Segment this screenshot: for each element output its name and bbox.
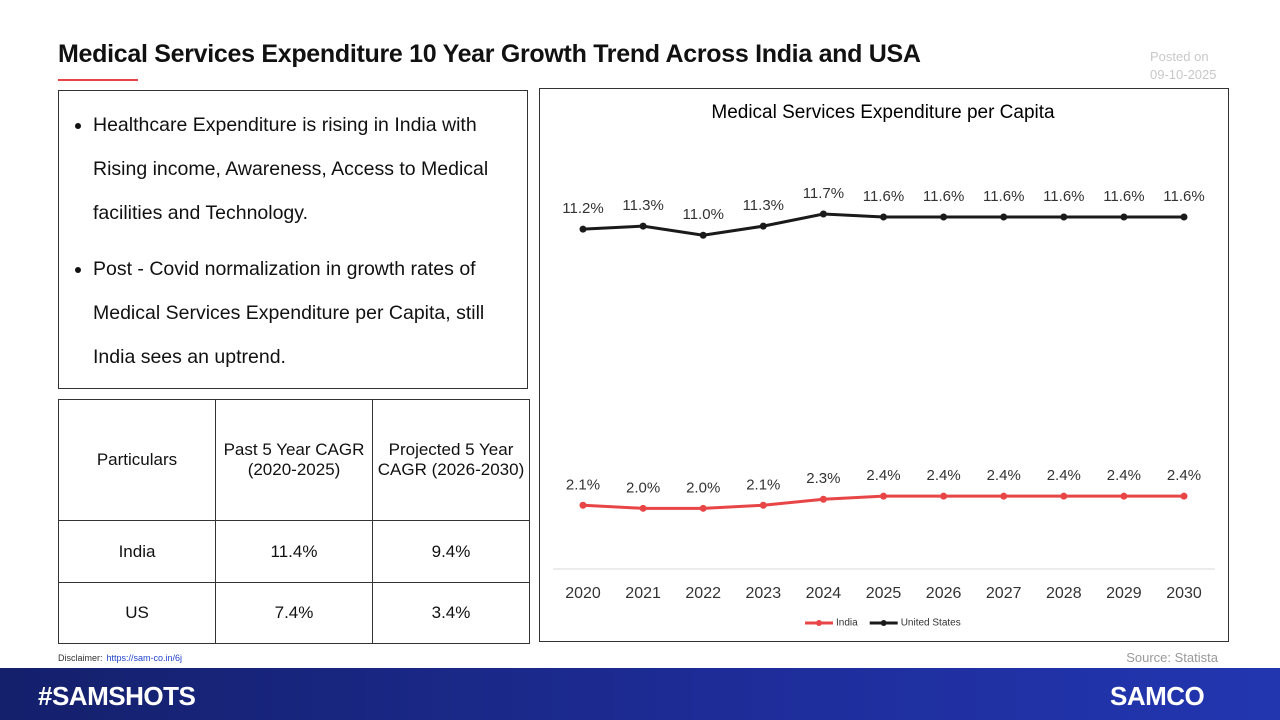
table-cell: US xyxy=(58,582,216,644)
brand: SAMCO xyxy=(1110,681,1205,711)
marker xyxy=(940,492,948,500)
posted-label: Posted on xyxy=(1150,49,1209,64)
data-label: 2.4% xyxy=(1047,467,1081,484)
chart-frame xyxy=(539,88,1229,642)
chart: Medical Services Expenditure per Capita … xyxy=(553,102,1215,629)
data-label: 2.1% xyxy=(566,476,600,493)
marker xyxy=(699,504,707,512)
marker xyxy=(759,501,767,509)
marker xyxy=(639,504,647,512)
table-cell: 3.4% xyxy=(372,582,530,644)
legend-label: United States xyxy=(901,618,961,629)
x-tick-label: 2022 xyxy=(685,585,721,602)
table-cell: India xyxy=(58,520,216,583)
posted: Posted on 09-10-2025 xyxy=(1150,48,1217,84)
table-cell: 11.4% xyxy=(215,520,373,583)
marker xyxy=(880,492,887,500)
source: Source: Statista xyxy=(1126,650,1218,665)
x-tick-label: 2026 xyxy=(926,585,962,602)
data-label: 2.1% xyxy=(746,476,780,493)
page-title: Medical Services Expenditure 10 Year Gro… xyxy=(58,40,921,68)
data-label: 11.3% xyxy=(622,197,663,214)
hashtag: #SAMSHOTS xyxy=(38,681,196,711)
marker xyxy=(579,225,587,233)
table-cell: Projected 5 Year CAGR (2026-2030) xyxy=(372,399,530,521)
table-cell: Particulars xyxy=(58,399,216,521)
chart-title: Medical Services Expenditure per Capita xyxy=(711,102,1055,123)
data-label: 2.3% xyxy=(806,470,840,487)
marker xyxy=(1120,213,1128,221)
data-label: 11.7% xyxy=(803,185,844,202)
x-tick-label: 2028 xyxy=(1046,585,1082,602)
data-label: 2.4% xyxy=(1167,467,1201,484)
data-label: 2.4% xyxy=(866,467,900,484)
disclaimer-label: Disclaimer: xyxy=(58,653,103,663)
marker xyxy=(1180,492,1188,500)
data-label: 11.6% xyxy=(863,188,904,205)
x-tick-label: 2024 xyxy=(806,585,842,602)
x-tick-label: 2023 xyxy=(746,585,782,602)
data-label: 2.4% xyxy=(1107,467,1141,484)
bullet-box: Healthcare Expenditure is rising in Indi… xyxy=(58,90,528,389)
bullet: Healthcare Expenditure is rising in Indi… xyxy=(93,103,517,235)
x-tick-label: 2020 xyxy=(565,585,601,602)
x-tick-label: 2025 xyxy=(866,585,902,602)
marker xyxy=(940,213,948,221)
x-tick-label: 2027 xyxy=(986,585,1022,602)
data-label: 2.4% xyxy=(987,467,1021,484)
table-row: India 11.4% 9.4% xyxy=(58,520,530,583)
data-label: 11.2% xyxy=(562,200,603,217)
data-label: 11.6% xyxy=(1163,188,1204,205)
footer-bar xyxy=(0,668,1280,720)
x-tick-label: 2021 xyxy=(625,585,661,602)
legend-label: India xyxy=(836,618,858,629)
data-label: 11.6% xyxy=(1103,188,1144,205)
bullet: Post - Covid normalization in growth rat… xyxy=(93,247,517,379)
data-label: 11.0% xyxy=(682,206,723,223)
marker xyxy=(819,210,827,218)
marker xyxy=(1180,213,1188,221)
marker xyxy=(1060,213,1068,221)
marker xyxy=(699,231,707,239)
marker xyxy=(579,501,587,509)
marker xyxy=(1000,213,1008,221)
table-row: US 7.4% 3.4% xyxy=(58,582,530,644)
disclaimer-link[interactable]: https://sam-co.in/6j xyxy=(106,653,183,663)
marker xyxy=(639,222,647,230)
title-underline xyxy=(58,79,138,81)
cagr-table: Particulars Past 5 Year CAGR (2020-2025)… xyxy=(58,399,530,644)
data-label: 2.4% xyxy=(926,467,960,484)
data-label: 11.6% xyxy=(1043,188,1084,205)
legend-marker xyxy=(816,620,822,626)
marker xyxy=(759,222,767,230)
data-label: 2.0% xyxy=(626,479,660,496)
x-tick-label: 2030 xyxy=(1166,585,1202,602)
data-label: 11.6% xyxy=(923,188,964,205)
legend-marker xyxy=(880,620,887,626)
marker xyxy=(1060,492,1068,500)
x-tick-label: 2029 xyxy=(1106,585,1142,602)
data-label: 11.3% xyxy=(743,197,784,214)
marker xyxy=(1000,492,1008,500)
disclaimer: Disclaimer: https://sam-co.in/6j xyxy=(58,653,182,663)
data-label: 11.6% xyxy=(983,188,1024,205)
marker xyxy=(819,495,827,503)
table-header: Particulars Past 5 Year CAGR (2020-2025)… xyxy=(58,399,530,521)
bullet-list: Healthcare Expenditure is rising in Indi… xyxy=(59,103,527,379)
data-label: 2.0% xyxy=(686,479,720,496)
posted-date: 09-10-2025 xyxy=(1150,67,1217,82)
marker xyxy=(880,213,887,221)
table-cell: 7.4% xyxy=(215,582,373,644)
marker xyxy=(1120,492,1128,500)
